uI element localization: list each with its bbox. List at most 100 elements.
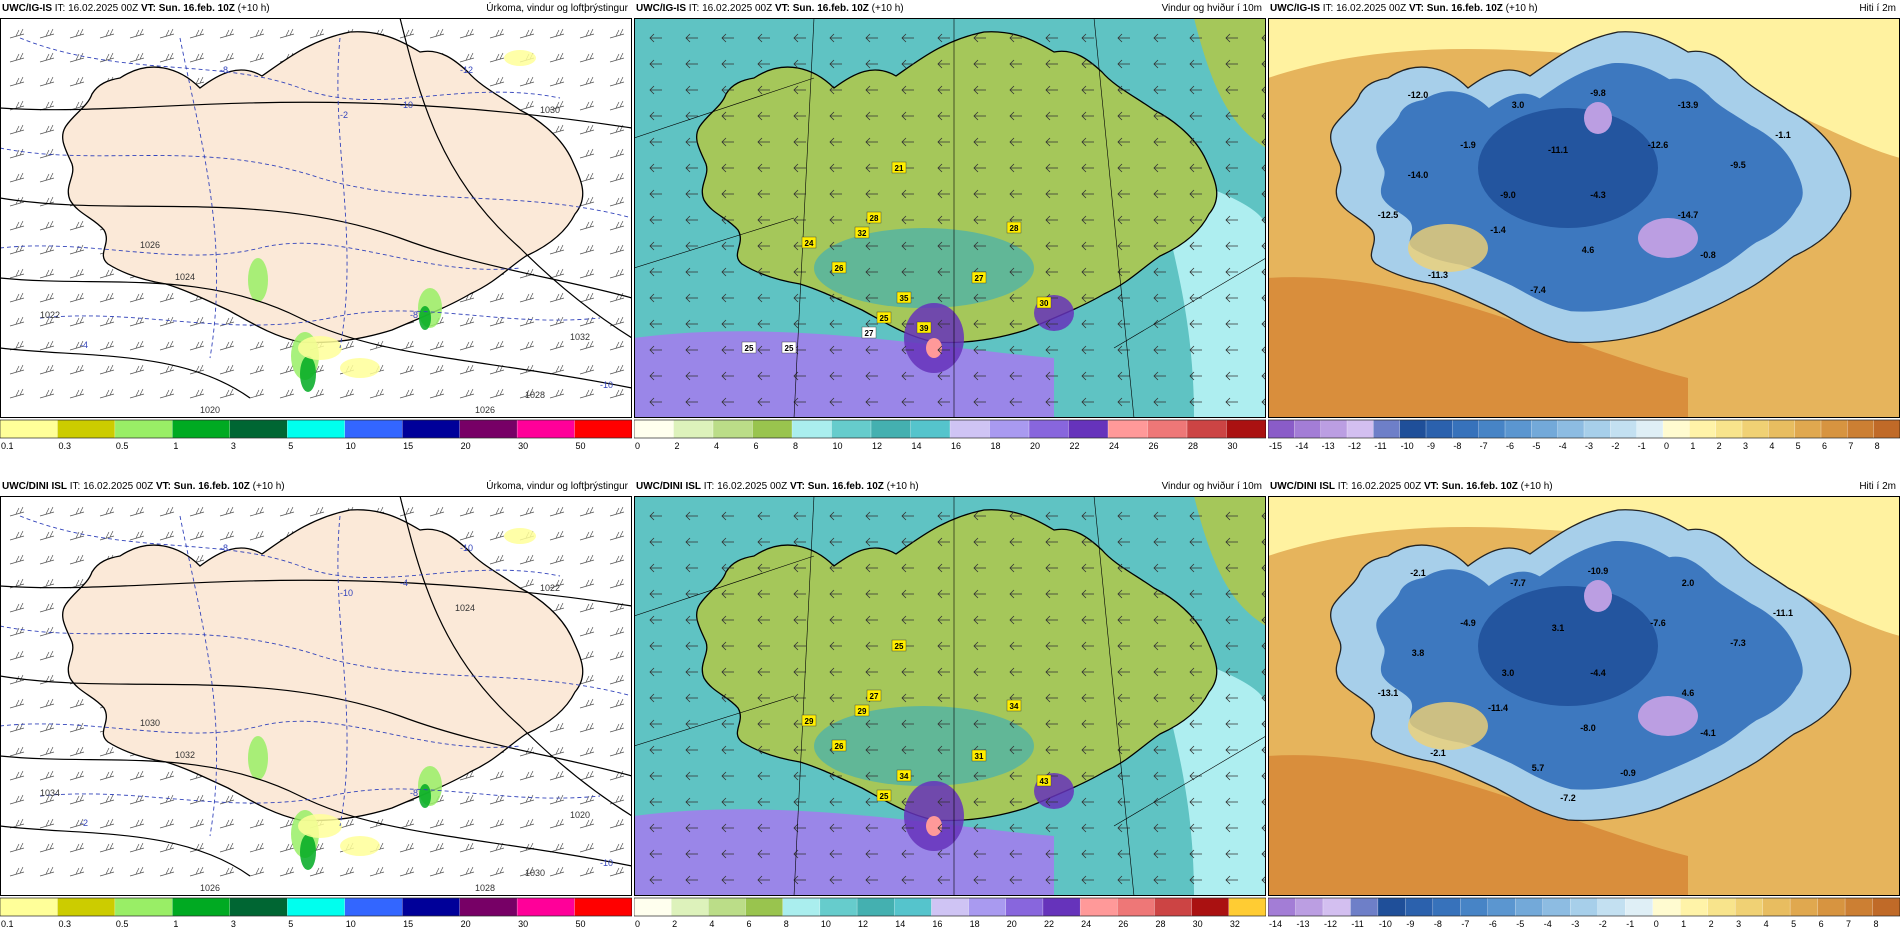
wind-barb <box>39 76 55 87</box>
isobar-label: 1034 <box>40 788 60 798</box>
wind-barb <box>579 244 595 255</box>
wind-barb <box>159 28 175 39</box>
wind-arrow <box>973 641 986 651</box>
temperature-value: -9.0 <box>1500 190 1516 200</box>
coldest-area <box>1638 218 1698 258</box>
wind-barb <box>309 388 325 399</box>
wind-arrow <box>973 33 986 43</box>
wind-barb <box>579 650 595 661</box>
wind-barb <box>429 818 445 829</box>
legend-label: 12 <box>872 441 882 451</box>
wind-barb <box>219 316 235 327</box>
wind-arrow <box>721 875 734 885</box>
isobar-line <box>0 755 632 867</box>
wind-arrow <box>829 849 842 859</box>
wind-arrow <box>1153 823 1166 833</box>
wind-barb <box>129 866 145 877</box>
temperature-value: -12.6 <box>1648 140 1669 150</box>
wind-arrow <box>1081 163 1094 173</box>
wind-arrow <box>865 137 878 147</box>
wind-barb <box>69 28 85 39</box>
wind-barb <box>189 530 205 541</box>
wind-barb <box>69 316 85 327</box>
wind-arrow <box>757 641 770 651</box>
wind-barb <box>489 388 505 399</box>
wind-arrow <box>649 163 662 173</box>
it-label: IT: <box>703 481 715 492</box>
legend-swatch <box>831 419 872 439</box>
wind-arrow <box>1261 267 1266 277</box>
legend-label: -15 <box>1269 441 1282 451</box>
wind-barb <box>609 554 625 565</box>
color-legend: 0 2 4 6 8 10 12 14 16 18 20 22 24 26 28 30 <box>634 419 1266 451</box>
gust-core <box>926 338 942 358</box>
wind-barb <box>219 52 235 63</box>
legend-label: 2 <box>672 919 677 929</box>
legend-swatch <box>1847 419 1875 439</box>
wind-arrow <box>1153 189 1166 199</box>
wind-arrow <box>937 267 950 277</box>
wind-barb <box>249 364 265 375</box>
wind-barb <box>489 340 505 351</box>
wind-arrow <box>649 511 662 521</box>
legend-label: -3 <box>1571 919 1579 929</box>
wind-barb <box>579 770 595 781</box>
panel-top-temp: UWC/IG-IS IT: 16.02.2025 00Z VT: Sun. 16… <box>1268 0 1900 455</box>
wind-barb <box>579 794 595 805</box>
wind-barb <box>159 506 175 517</box>
wind-arrow <box>1117 771 1130 781</box>
gust-value: 26 <box>835 264 844 273</box>
wind-arrow <box>901 397 914 407</box>
gust-value: 21 <box>895 164 904 173</box>
wind-arrow <box>1009 719 1022 729</box>
it-label: IT: <box>1337 481 1349 492</box>
wind-arrow <box>1081 875 1094 885</box>
panel-top-precip: UWC/IG-IS IT: 16.02.2025 00Z VT: Sun. 16… <box>0 0 632 455</box>
legend-label: -4 <box>1544 919 1552 929</box>
wind-barb <box>99 316 115 327</box>
wind-arrow <box>865 875 878 885</box>
vt-label: VT: <box>1423 481 1439 492</box>
legend-label: -10 <box>1401 441 1414 451</box>
wind-arrow <box>1189 241 1202 251</box>
wind-arrow <box>1225 875 1238 885</box>
wind-barb <box>549 722 565 733</box>
legend-swatch <box>1662 419 1690 439</box>
gust-badge: 24 <box>801 236 817 249</box>
wind-barb <box>609 530 625 541</box>
isotherm-label: -8 <box>220 65 228 75</box>
wind-arrow <box>1153 293 1166 303</box>
legend-label: -8 <box>1453 441 1461 451</box>
legend-label: -5 <box>1532 441 1540 451</box>
wind-barb <box>219 842 235 853</box>
wind-arrow <box>757 59 770 69</box>
wind-arrow <box>1117 641 1130 651</box>
wind-arrow <box>973 823 986 833</box>
wind-barb <box>129 530 145 541</box>
wind-arrow <box>757 615 770 625</box>
wind-barb <box>99 746 115 757</box>
wind-barb <box>489 866 505 877</box>
run-info: UWC/IG-IS IT: 16.02.2025 00Z VT: Sun. 16… <box>636 0 904 18</box>
wind-barb <box>399 506 415 517</box>
wind-barb <box>429 364 445 375</box>
panel-title: Vindur og hviður í 10m <box>1161 3 1262 14</box>
wind-arrow <box>1153 875 1166 885</box>
run-info: UWC/IG-IS IT: 16.02.2025 00Z VT: Sun. 16… <box>2 0 270 18</box>
wind-arrow <box>1117 189 1130 199</box>
panel-title: Hiti í 2m <box>1859 481 1896 492</box>
wind-barb <box>129 770 145 781</box>
legend-swatch <box>752 419 793 439</box>
legend-frame <box>634 897 1266 917</box>
gust-badge: 26 <box>831 261 847 274</box>
legend-label: -8 <box>1434 919 1442 929</box>
legend-label: 2 <box>675 441 680 451</box>
wind-arrow <box>973 59 986 69</box>
model-name: UWC/IG-IS <box>1270 3 1320 14</box>
land-area <box>62 31 584 344</box>
wind-arrow <box>865 163 878 173</box>
wind-barb <box>609 76 625 87</box>
isobar-label: 1024 <box>455 603 475 613</box>
very-cold-area <box>1478 586 1658 706</box>
